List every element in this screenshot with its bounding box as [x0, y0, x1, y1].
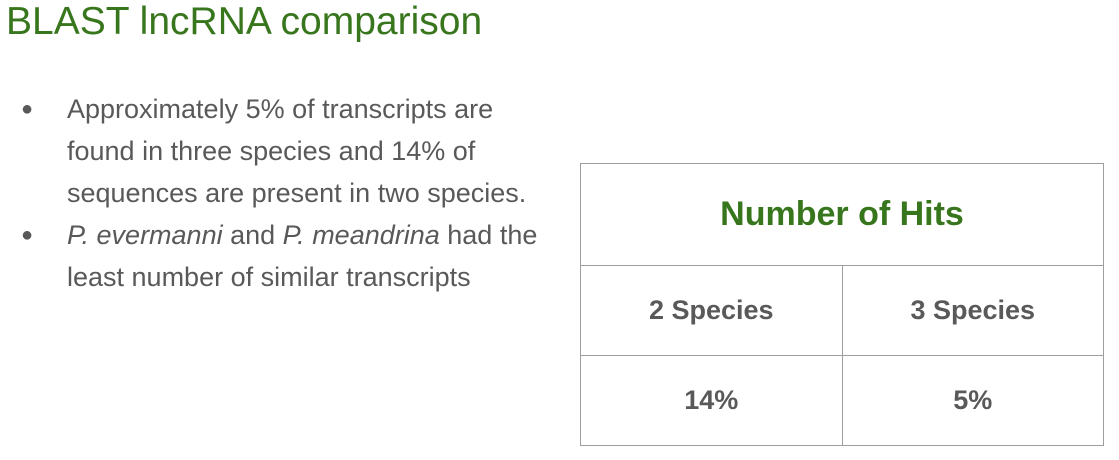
table-header: Number of Hits	[580, 163, 1104, 266]
table-row: 14% 5%	[580, 355, 1104, 446]
cell-3-species-value: 5%	[841, 355, 1104, 446]
bullet-text: had the least number of similar transcri…	[67, 220, 538, 292]
cell-2-species-value: 14%	[580, 355, 843, 446]
bullet-dot-icon: ●	[21, 224, 34, 246]
column-header-3-species: 3 Species	[841, 265, 1104, 356]
bullet-text: Approximately 5% of transcripts are foun…	[67, 94, 527, 208]
bullet-item: ● P. evermanni and P. meandrina had the …	[0, 214, 557, 298]
column-header-2-species: 2 Species	[580, 265, 843, 356]
table-header-row: Number of Hits	[580, 163, 1104, 266]
hits-table: Number of Hits 2 Species 3 Species 14% 5…	[580, 163, 1104, 446]
species-name: P. meandrina	[282, 220, 440, 250]
slide-title: BLAST lncRNA comparison	[6, 0, 483, 43]
bullet-item: ● Approximately 5% of transcripts are fo…	[0, 88, 557, 214]
species-name: P. evermanni	[67, 220, 223, 250]
bullet-text: and	[222, 220, 283, 250]
bullet-dot-icon: ●	[21, 98, 34, 120]
table-row: 2 Species 3 Species	[580, 265, 1104, 356]
bullet-list: ● Approximately 5% of transcripts are fo…	[0, 88, 570, 298]
